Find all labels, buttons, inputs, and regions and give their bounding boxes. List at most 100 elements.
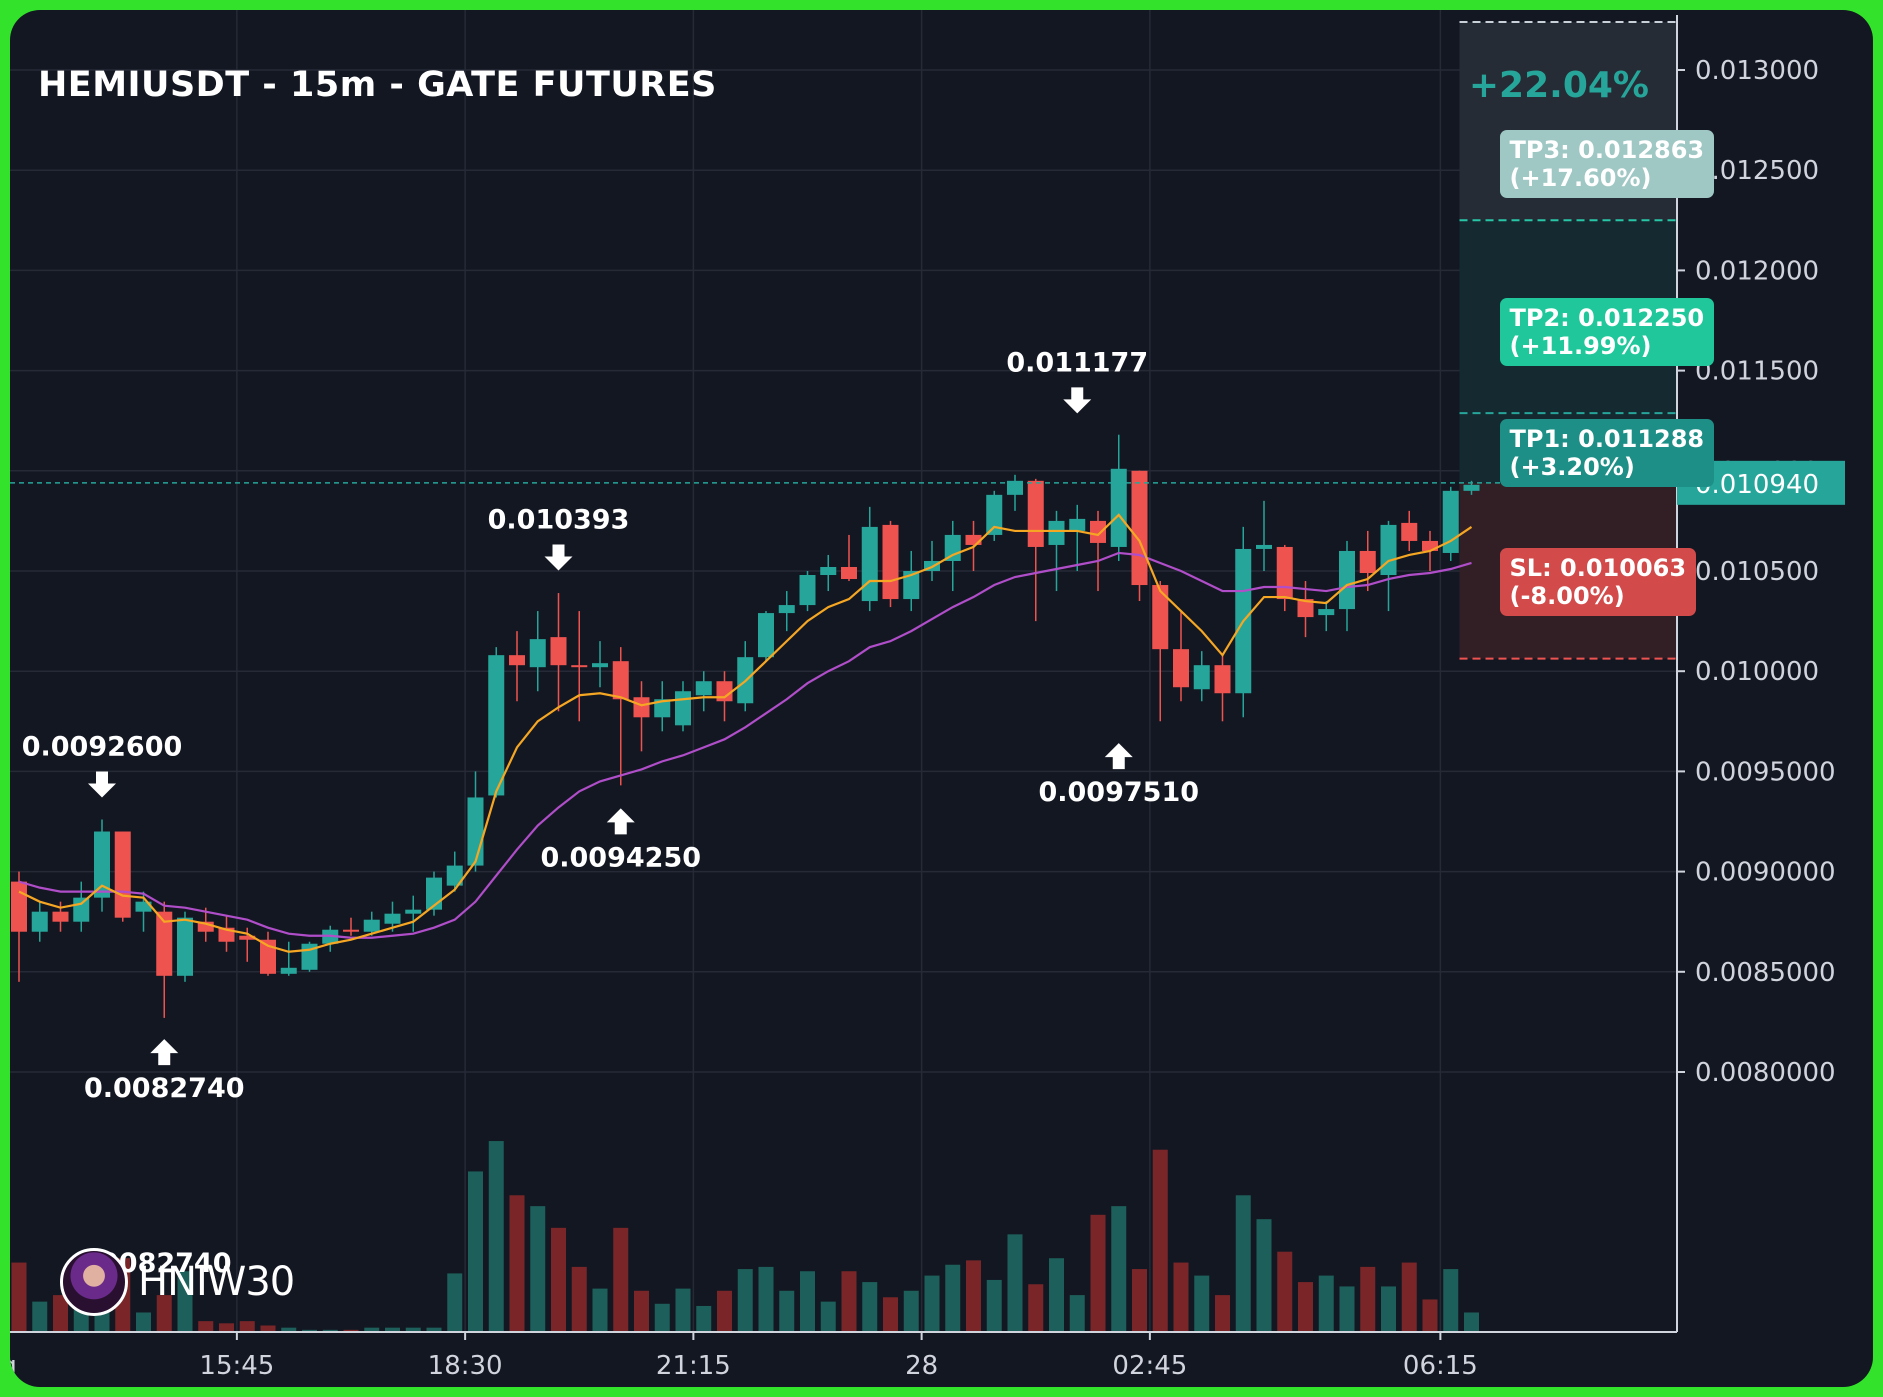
pivot-label: 0.011177: [1006, 347, 1148, 378]
arrow-up-icon: [1104, 743, 1133, 770]
candle-body: [1173, 649, 1189, 688]
price-chart[interactable]: 0.0092600 0.0082740 0.010393 0.0094250 0.011…: [10, 10, 1873, 1387]
candle-body: [612, 661, 629, 700]
candle-body: [363, 919, 380, 932]
candle-body: [1401, 522, 1418, 541]
volume-bar: [841, 1271, 857, 1332]
candle: [363, 911, 380, 936]
tp3-label: TP3: 0.012863 (+17.60%): [1499, 130, 1715, 199]
volume-bar: [883, 1297, 898, 1332]
x-tick-label: 21:15: [656, 1351, 731, 1381]
candle-body: [135, 901, 152, 912]
candle-body: [260, 939, 276, 974]
chart-title: HEMIUSDT - 15m - GATE FUTURES: [38, 65, 717, 105]
candle-body: [758, 613, 774, 658]
volume-bar: [302, 1329, 317, 1332]
candle: [11, 871, 27, 982]
ema-slow-line: [18, 551, 1472, 939]
candle-body: [820, 566, 837, 576]
pivot-label: 0.0082740: [84, 1073, 245, 1104]
volume-bar: [592, 1288, 608, 1332]
volume-bar: [862, 1282, 878, 1332]
volume-bar: [1007, 1234, 1023, 1332]
candle-body: [114, 831, 131, 918]
arrow-up-icon: [606, 808, 635, 835]
volume-bar: [1318, 1275, 1334, 1332]
candle: [467, 771, 484, 872]
x-tick-label: 18:30: [428, 1351, 503, 1381]
volume-bar: [1069, 1295, 1085, 1332]
candle-body: [1027, 480, 1044, 547]
candle-body: [1048, 520, 1065, 545]
volume-bar: [820, 1301, 836, 1332]
volume-bar: [405, 1327, 421, 1332]
volume-bar: [800, 1271, 815, 1332]
candle: [986, 490, 1003, 541]
candle: [592, 641, 608, 688]
current-price-label: 0.010940: [1695, 470, 1819, 500]
candle-body: [861, 526, 878, 602]
y-tick-label: 0.0090000: [1695, 858, 1836, 888]
volume-bar: [758, 1266, 774, 1332]
x-tick-label: 06:15: [1403, 1351, 1478, 1381]
candle: [1318, 601, 1335, 632]
candle: [654, 681, 671, 732]
chart-frame: 0.0092600 0.0082740 0.010393 0.0094250 0.011…: [10, 10, 1873, 1387]
candle-body: [11, 881, 27, 932]
sl-label: SL: 0.010063 (-8.00%): [1499, 547, 1697, 616]
volume-bar: [530, 1206, 546, 1332]
volume-bar: [156, 1295, 172, 1332]
candle: [1214, 655, 1231, 722]
volume-bar: [696, 1305, 712, 1332]
candle: [675, 681, 691, 732]
candle: [758, 611, 774, 662]
candle-body: [1422, 540, 1438, 551]
volume-bar: [634, 1290, 649, 1332]
candle: [405, 895, 422, 932]
candle-body: [571, 665, 588, 668]
candle-body: [1339, 550, 1355, 610]
y-tick-label: 0.010500: [1695, 557, 1819, 587]
volume-bar: [260, 1325, 276, 1332]
candle: [1380, 520, 1397, 612]
volume-bar: [571, 1266, 587, 1332]
tp2-label: TP2: 0.012250 (+11.99%): [1499, 298, 1715, 367]
volume-bar: [364, 1327, 380, 1332]
candle-body: [488, 655, 505, 796]
ema-fast-line: [18, 513, 1473, 953]
total-gain-label: +22.04%: [1468, 65, 1649, 106]
candle-body: [197, 921, 214, 932]
volume-bar: [1256, 1219, 1272, 1332]
candle-body: [1193, 665, 1210, 690]
candle-body: [529, 639, 546, 668]
candle-body: [1069, 518, 1086, 531]
candle: [1256, 500, 1272, 571]
volume-bar: [1277, 1251, 1293, 1332]
candle-body: [509, 655, 525, 666]
candle: [882, 520, 899, 608]
volume-bar: [136, 1312, 151, 1332]
candle: [1276, 544, 1293, 612]
candle: [446, 851, 463, 892]
candle: [1442, 486, 1459, 561]
volume-bar: [1111, 1206, 1127, 1332]
candle-body: [31, 911, 48, 932]
candle-body: [633, 697, 650, 718]
candle: [550, 593, 567, 712]
candle-body: [52, 911, 69, 922]
pivot-label: 0.0094250: [540, 842, 701, 873]
y-tick-label: 0.011500: [1695, 357, 1819, 387]
volume-bar: [551, 1227, 566, 1332]
candle-body: [695, 681, 712, 696]
volume-bar: [1173, 1262, 1189, 1332]
y-tick-label: 0.012000: [1695, 256, 1819, 286]
candle: [1193, 651, 1210, 702]
candle-body: [384, 913, 401, 924]
candle: [94, 819, 110, 912]
candle: [301, 941, 318, 972]
candle-body: [1131, 470, 1148, 586]
candle: [799, 571, 816, 612]
arrow-down-icon: [544, 544, 573, 571]
volume-bar: [488, 1141, 504, 1332]
volume-bar: [281, 1327, 297, 1332]
